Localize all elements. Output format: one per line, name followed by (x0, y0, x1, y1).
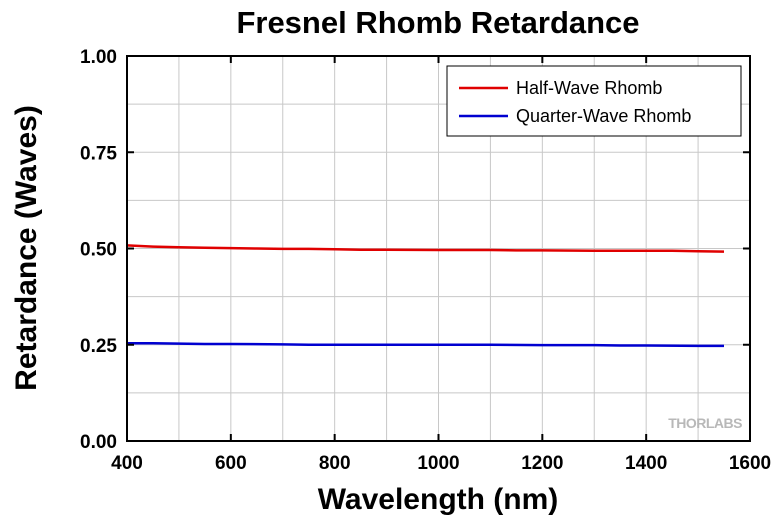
x-tick-label: 1000 (417, 453, 459, 474)
ticks: 400 600 800 1000 1200 1400 1600 0.00 0.25 0.50 0.7… (80, 47, 771, 474)
y-tick-label: 0.50 (80, 240, 117, 261)
x-axis-label: Wavelength (nm) (318, 483, 559, 516)
chart-title: Fresnel Rhomb Retardance (236, 5, 639, 40)
legend-box (446, 65, 742, 137)
legend-label-quarter-wave: Quarter-Wave Rhomb (516, 106, 691, 126)
x-tick-label: 1400 (625, 453, 667, 474)
legend-label-half-wave: Half-Wave Rhomb (516, 78, 662, 98)
x-tick-label: 800 (319, 453, 351, 474)
series-lines (126, 244, 725, 348)
y-tick-label: 1.00 (80, 47, 117, 68)
y-tick-label: 0.25 (80, 336, 117, 357)
x-tick-label: 400 (111, 453, 143, 474)
series-line-quarter-wave (127, 341, 724, 348)
x-tick-label: 1200 (521, 453, 563, 474)
legend: Half-Wave Rhomb Quarter-Wave Rhomb (446, 65, 742, 137)
x-tick-label: 1600 (729, 453, 771, 474)
y-tick-label: 0.75 (80, 143, 117, 164)
x-tick-label: 600 (215, 453, 247, 474)
series-line-half-wave (126, 244, 725, 253)
thorlabs-logo: THORLABS (668, 415, 742, 431)
y-axis-label: Retardance (Waves) (10, 105, 43, 391)
y-tick-label: 0.00 (80, 432, 117, 453)
